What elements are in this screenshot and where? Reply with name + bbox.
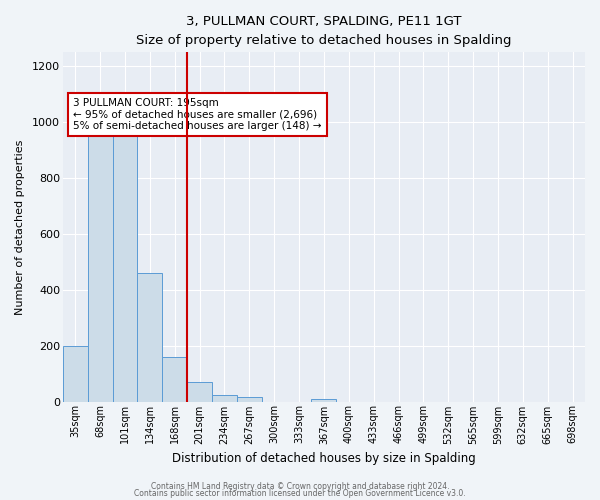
Text: 3 PULLMAN COURT: 195sqm
← 95% of detached houses are smaller (2,696)
5% of semi-: 3 PULLMAN COURT: 195sqm ← 95% of detache… [73, 98, 322, 131]
Bar [88, 136, 113, 402]
Bar [187, 382, 212, 402]
Bar [212, 394, 237, 402]
Y-axis label: Number of detached properties: Number of detached properties [15, 139, 25, 314]
X-axis label: Distribution of detached houses by size in Spalding: Distribution of detached houses by size … [172, 452, 476, 465]
Bar [63, 346, 88, 402]
Bar [311, 398, 337, 402]
Bar [163, 357, 187, 402]
Bar [237, 398, 262, 402]
Bar [137, 273, 163, 402]
Text: Contains public sector information licensed under the Open Government Licence v3: Contains public sector information licen… [134, 489, 466, 498]
Title: 3, PULLMAN COURT, SPALDING, PE11 1GT
Size of property relative to detached house: 3, PULLMAN COURT, SPALDING, PE11 1GT Siz… [136, 15, 512, 47]
Text: Contains HM Land Registry data © Crown copyright and database right 2024.: Contains HM Land Registry data © Crown c… [151, 482, 449, 491]
Bar [113, 136, 137, 402]
